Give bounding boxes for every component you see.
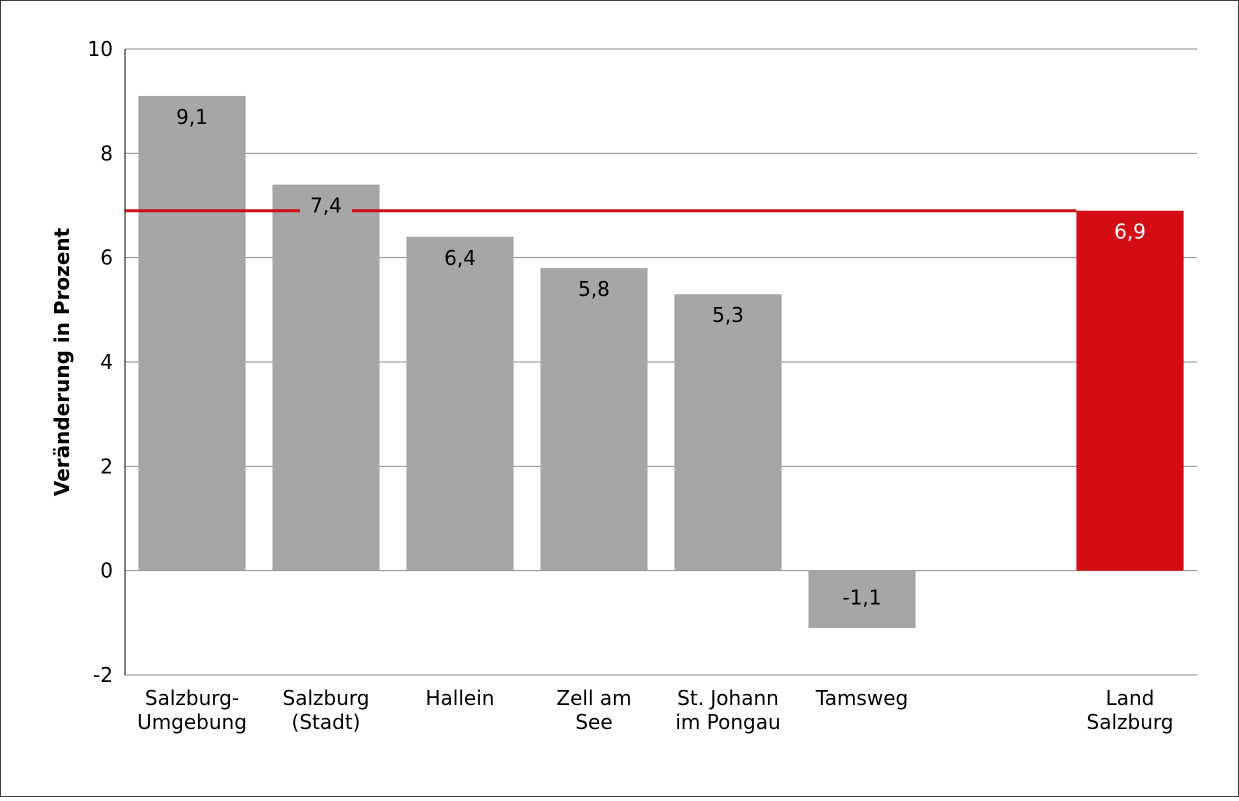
- x-tick-label: Umgebung: [137, 710, 247, 734]
- y-tick-label: 10: [88, 37, 113, 61]
- bar: [272, 184, 380, 571]
- bar: [138, 95, 246, 571]
- bar: [674, 294, 782, 571]
- data-label: 9,1: [176, 105, 208, 129]
- y-axis-label: Veränderung in Prozent: [50, 227, 74, 496]
- data-label: 7,4: [310, 194, 342, 218]
- data-label: 5,3: [712, 303, 744, 327]
- bar: [406, 236, 514, 571]
- x-tick-label: Tamsweg: [815, 686, 908, 710]
- x-tick-label: Salzburg: [283, 686, 370, 710]
- data-label: 6,4: [444, 246, 476, 270]
- x-tick-label: Salzburg-: [145, 686, 239, 710]
- y-tick-label: 0: [100, 559, 113, 583]
- x-tick-label: St. Johann: [677, 686, 779, 710]
- x-tick-label: (Stadt): [292, 710, 361, 734]
- bar: [808, 570, 916, 629]
- bar: [1076, 210, 1184, 571]
- y-tick-label: 2: [100, 454, 113, 478]
- y-tick-label: -2: [93, 663, 113, 687]
- data-label: 5,8: [578, 277, 610, 301]
- y-tick-label: 4: [100, 350, 113, 374]
- x-tick-label: Salzburg: [1087, 710, 1174, 734]
- y-tick-label: 6: [100, 246, 113, 270]
- x-tick-label: Hallein: [426, 686, 495, 710]
- data-label: -1,1: [842, 586, 881, 610]
- y-tick-label: 8: [100, 141, 113, 165]
- x-tick-label: See: [575, 710, 612, 734]
- x-tick-label: Zell am: [556, 686, 631, 710]
- x-tick-label: Land: [1106, 686, 1155, 710]
- bar: [540, 268, 648, 571]
- x-tick-label: im Pongau: [675, 710, 780, 734]
- data-label: 6,9: [1114, 220, 1146, 244]
